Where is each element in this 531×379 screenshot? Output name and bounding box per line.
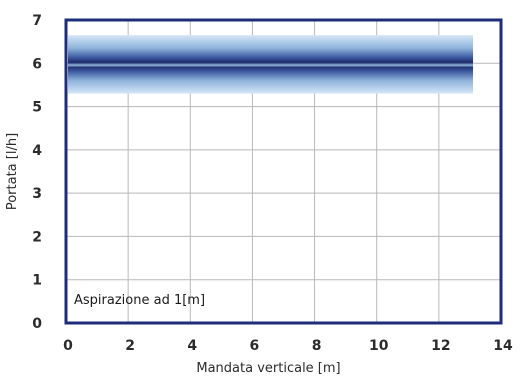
x-tick-12: 12 — [431, 338, 450, 354]
x-tick-labels: 0 2 4 6 8 10 12 14 — [63, 338, 513, 354]
flow-band — [68, 35, 474, 94]
y-tick-5: 5 — [32, 100, 42, 116]
y-tick-2: 2 — [32, 229, 42, 245]
x-tick-10: 10 — [369, 338, 389, 354]
plot-frame — [64, 18, 503, 325]
y-tick-0: 0 — [32, 316, 42, 332]
band-layer — [68, 35, 474, 94]
y-tick-3: 3 — [32, 186, 42, 202]
y-tick-7: 7 — [32, 13, 42, 29]
y-tick-4: 4 — [32, 143, 42, 159]
y-axis-label: Portata [l/h] — [5, 133, 20, 210]
x-tick-2: 2 — [125, 338, 135, 354]
x-tick-6: 6 — [250, 338, 260, 354]
x-tick-0: 0 — [63, 338, 73, 354]
x-tick-8: 8 — [312, 338, 322, 354]
x-axis-label: Mandata verticale [m] — [196, 361, 340, 376]
y-tick-labels: 0 1 2 3 4 5 6 7 — [32, 13, 42, 332]
y-tick-6: 6 — [32, 56, 42, 72]
x-tick-14: 14 — [493, 338, 513, 354]
x-tick-4: 4 — [187, 338, 197, 354]
annotation: Aspirazione ad 1[m] — [74, 293, 205, 308]
y-tick-1: 1 — [32, 273, 42, 289]
